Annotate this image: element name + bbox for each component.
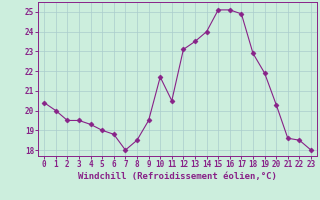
X-axis label: Windchill (Refroidissement éolien,°C): Windchill (Refroidissement éolien,°C) <box>78 172 277 181</box>
